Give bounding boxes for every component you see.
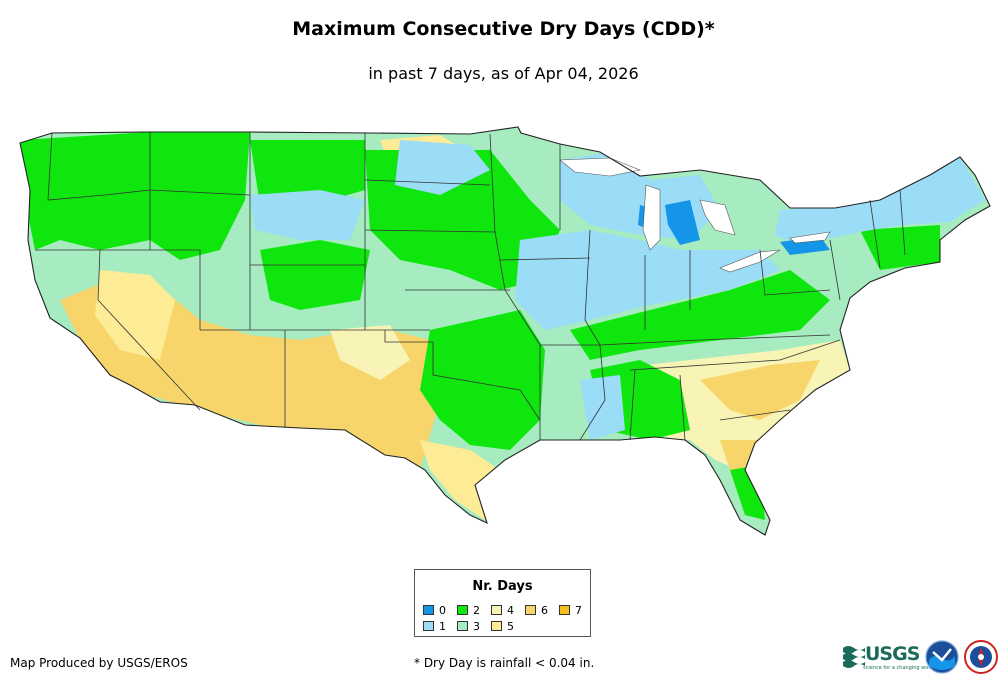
region-2-days-mt-east bbox=[250, 140, 365, 205]
legend-swatch-1 bbox=[423, 621, 434, 631]
legend-swatch-5 bbox=[491, 621, 502, 631]
region-2-days-mt bbox=[150, 132, 250, 260]
legend-item-5: 5 bbox=[491, 621, 514, 632]
legend-item-2: 2 bbox=[457, 605, 480, 616]
region-4-days-nm bbox=[330, 325, 410, 380]
legend-item-1: 1 bbox=[423, 621, 446, 632]
legend-swatch-7 bbox=[559, 605, 570, 615]
usgs-logo-text: USGS bbox=[865, 643, 920, 665]
legend-title: Nr. Days bbox=[472, 579, 533, 594]
state-boundaries bbox=[35, 132, 906, 441]
legend-item-6: 6 bbox=[525, 605, 548, 616]
legend-swatch-0 bbox=[423, 605, 434, 615]
region-1-day-dakotas bbox=[395, 140, 490, 195]
map-credit: Map Produced by USGS/EROS bbox=[10, 656, 188, 670]
map-subtitle: in past 7 days, as of Apr 04, 2026 bbox=[368, 64, 639, 83]
legend-swatch-3 bbox=[457, 621, 468, 631]
region-1-day-midwest bbox=[515, 230, 780, 330]
legend-item-0: 0 bbox=[423, 605, 446, 616]
region-2-days-ne bbox=[860, 225, 940, 270]
usgs-logo-icon bbox=[843, 646, 865, 668]
usgs-tagline: science for a changing world bbox=[863, 665, 935, 671]
cdd-regions bbox=[20, 127, 990, 535]
region-0-days-mi bbox=[665, 200, 700, 245]
legend-swatch-6 bbox=[525, 605, 536, 615]
lake-erie bbox=[719, 249, 781, 273]
noaa-logo-icon bbox=[925, 640, 959, 674]
region-2-days-co bbox=[260, 240, 370, 310]
region-2-days-tx-ok bbox=[420, 310, 545, 450]
dry-day-footnote: * Dry Day is rainfall < 0.04 in. bbox=[414, 656, 595, 670]
legend-swatch-2 bbox=[457, 605, 468, 615]
region-1-day-wy bbox=[250, 190, 365, 240]
legend-item-7: 7 bbox=[559, 605, 582, 616]
lake-michigan bbox=[642, 184, 661, 251]
region-2-days-nw bbox=[20, 132, 150, 250]
region-1-day-northeast bbox=[775, 157, 985, 245]
us-cdd-map bbox=[19, 126, 991, 536]
region-5-days bbox=[95, 270, 175, 360]
region-6-days-ga bbox=[700, 360, 820, 420]
map-title: Maximum Consecutive Dry Days (CDD)* bbox=[292, 18, 715, 40]
lake-superior bbox=[559, 157, 642, 177]
legend-item-4: 4 bbox=[491, 605, 514, 616]
legend: Nr. Days 0 1 2 3 4 5 6 7 bbox=[414, 569, 591, 637]
legend-swatch-4 bbox=[491, 605, 502, 615]
nws-logo-icon bbox=[964, 640, 998, 674]
lake-huron bbox=[699, 199, 736, 236]
lake-ontario bbox=[789, 231, 831, 244]
legend-item-3: 3 bbox=[457, 621, 480, 632]
region-1-day-ms bbox=[580, 375, 625, 440]
